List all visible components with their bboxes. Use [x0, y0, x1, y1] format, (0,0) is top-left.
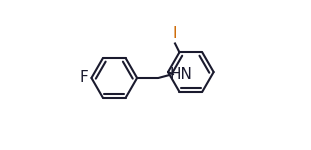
- Text: F: F: [79, 70, 88, 86]
- Text: I: I: [172, 26, 177, 40]
- Text: HN: HN: [169, 67, 193, 82]
